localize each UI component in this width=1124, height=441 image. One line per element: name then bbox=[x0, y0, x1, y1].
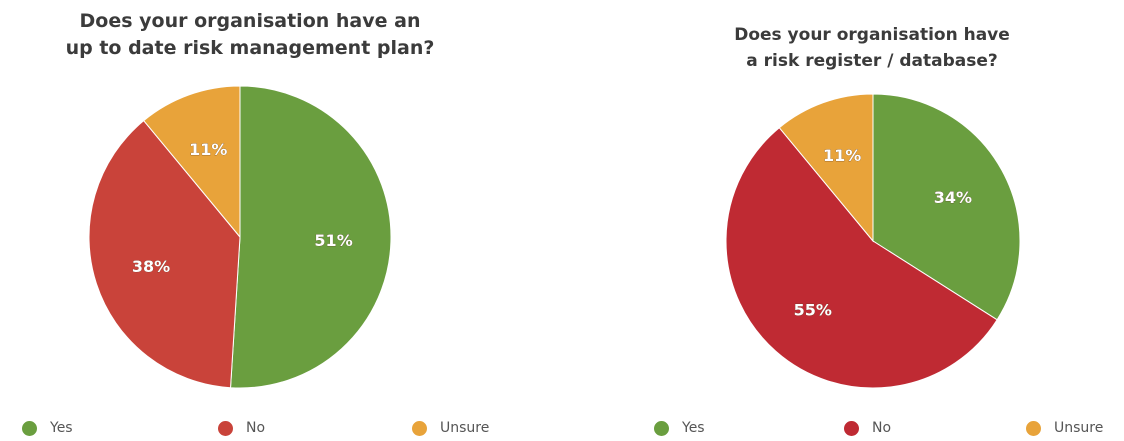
legend-label-yes: Yes bbox=[50, 420, 73, 436]
legend-swatch-no bbox=[218, 420, 233, 436]
pie-slice-no bbox=[88, 119, 241, 389]
pie-slice-unsure bbox=[143, 85, 241, 239]
legend-label-unsure: Unsure bbox=[1054, 420, 1104, 436]
chart-title-line-2: up to date risk management plan? bbox=[65, 37, 435, 59]
slice-value-label-yes: 34% bbox=[934, 188, 972, 207]
slice-value-label-no: 38% bbox=[132, 257, 170, 276]
chart-title-line-1: Does your organisation have an bbox=[79, 10, 421, 32]
legend-item-unsure: Unsure bbox=[1026, 416, 1103, 440]
legend-swatch-unsure bbox=[1026, 420, 1041, 436]
legend-swatch-yes bbox=[22, 420, 37, 436]
chart-title-line-1: Does your organisation have bbox=[734, 25, 1010, 45]
pie-plot-area: 34% 55% 11% bbox=[725, 93, 1021, 389]
slice-value-label-unsure: 11% bbox=[189, 140, 227, 159]
chart-legend: Yes No Unsure bbox=[0, 416, 560, 440]
slice-value-label-yes: 51% bbox=[314, 231, 352, 250]
legend-item-unsure: Unsure bbox=[412, 416, 489, 440]
legend-item-no: No bbox=[844, 416, 891, 440]
pie-slice-yes bbox=[229, 85, 392, 389]
pie-slice-yes bbox=[872, 93, 1021, 321]
pie-chart-risk-management-plan: Does your organisation have an up to dat… bbox=[0, 0, 560, 441]
legend-item-no: No bbox=[218, 416, 265, 440]
legend-swatch-unsure bbox=[412, 420, 427, 436]
legend-label-no: No bbox=[872, 420, 892, 436]
chart-legend: Yes No Unsure bbox=[562, 416, 1124, 440]
legend-swatch-no bbox=[844, 420, 859, 436]
pie-chart-risk-register: Does your organisation have a risk regis… bbox=[562, 0, 1124, 441]
pie-slice-no bbox=[725, 127, 998, 389]
chart-title-line-2: a risk register / database? bbox=[746, 51, 998, 71]
slice-value-label-no: 55% bbox=[794, 300, 832, 319]
pie-plot-area: 51% 38% 11% bbox=[88, 85, 392, 389]
legend-item-yes: Yes bbox=[654, 416, 705, 440]
pie-slice-unsure bbox=[778, 93, 874, 243]
chart-title: Does your organisation have an up to dat… bbox=[40, 8, 460, 62]
legend-label-unsure: Unsure bbox=[440, 420, 490, 436]
legend-label-yes: Yes bbox=[682, 420, 705, 436]
legend-label-no: No bbox=[246, 420, 266, 436]
legend-item-yes: Yes bbox=[22, 416, 73, 440]
legend-swatch-yes bbox=[654, 420, 669, 436]
slice-value-label-unsure: 11% bbox=[823, 146, 861, 165]
chart-title: Does your organisation have a risk regis… bbox=[672, 22, 1072, 74]
